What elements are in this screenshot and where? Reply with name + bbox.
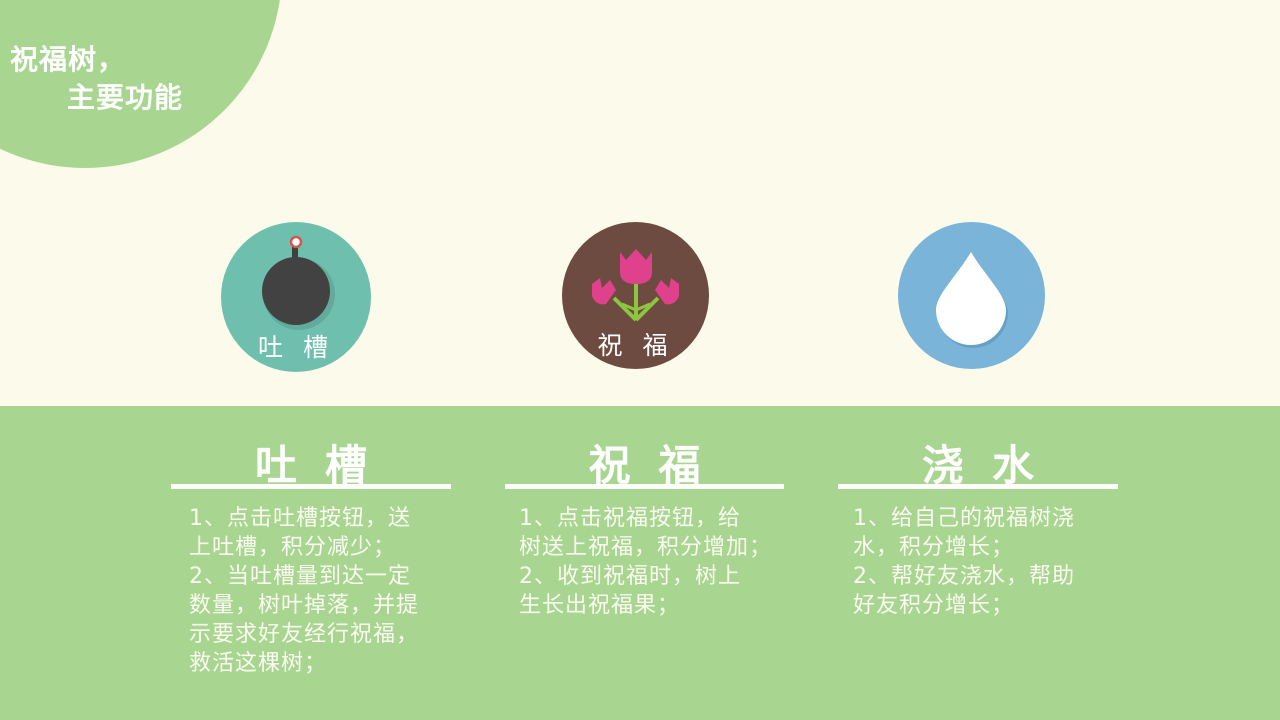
- page-title-line-2: 主要功能: [67, 81, 184, 114]
- zhufu-icon-badge[interactable]: 祝 福: [562, 222, 709, 369]
- description-line: 生长出祝福果；: [519, 593, 681, 618]
- feature-description: 1、点击祝福按钮，给 树送上祝福，积分增加； 2、收到祝福时，树上 生长出祝福果…: [519, 504, 772, 620]
- feature-divider: [838, 484, 1118, 489]
- description-line: 水，积分增长；: [853, 535, 1015, 560]
- description-line: 示要求好友经行祝福，: [189, 622, 420, 647]
- feature-title: 浇水: [921, 441, 1062, 490]
- feature-title: 吐槽: [254, 441, 395, 490]
- page-title-line-1: 祝福树，: [10, 43, 127, 76]
- water-drop-icon: [936, 252, 1008, 348]
- description-line: 好友积分增长；: [853, 593, 1015, 618]
- feature-description: 1、给自己的祝福树浇 水，积分增长； 2、帮好友浇水，帮助 好友积分增长；: [853, 504, 1075, 620]
- tucao-icon-badge[interactable]: 吐 槽: [221, 222, 371, 372]
- tucao-icon-label: 吐 槽: [258, 333, 334, 362]
- description-line: 上吐槽，积分减少；: [189, 535, 397, 560]
- bomb-icon: [262, 235, 335, 330]
- zhufu-icon-label: 祝 福: [597, 331, 674, 360]
- description-line: 1、点击吐槽按钮，送: [189, 506, 411, 531]
- description-line: 树送上祝福，积分增加；: [519, 535, 773, 560]
- description-line: 救活这棵树；: [189, 651, 328, 676]
- feature-divider: [505, 484, 784, 489]
- features-panel: 吐槽 1、点击吐槽按钮，送 上吐槽，积分减少； 2、当吐槽量到达一定 数量，树叶…: [0, 406, 1280, 720]
- description-line: 1、点击祝福按钮，给: [519, 506, 741, 531]
- description-line: 2、当吐槽量到达一定: [189, 564, 411, 589]
- tulip-flowers-icon: [592, 249, 679, 322]
- feature-divider: [171, 484, 451, 489]
- jiaoshui-icon-badge[interactable]: [898, 222, 1045, 369]
- description-line: 2、收到祝福时，树上: [519, 564, 741, 589]
- feature-description: 1、点击吐槽按钮，送 上吐槽，积分减少； 2、当吐槽量到达一定 数量，树叶掉落，…: [189, 504, 419, 678]
- feature-title: 祝福: [588, 441, 729, 490]
- description-line: 2、帮好友浇水，帮助: [853, 564, 1075, 589]
- description-line: 1、给自己的祝福树浇: [853, 506, 1075, 531]
- description-line: 数量，树叶掉落，并提: [189, 593, 420, 618]
